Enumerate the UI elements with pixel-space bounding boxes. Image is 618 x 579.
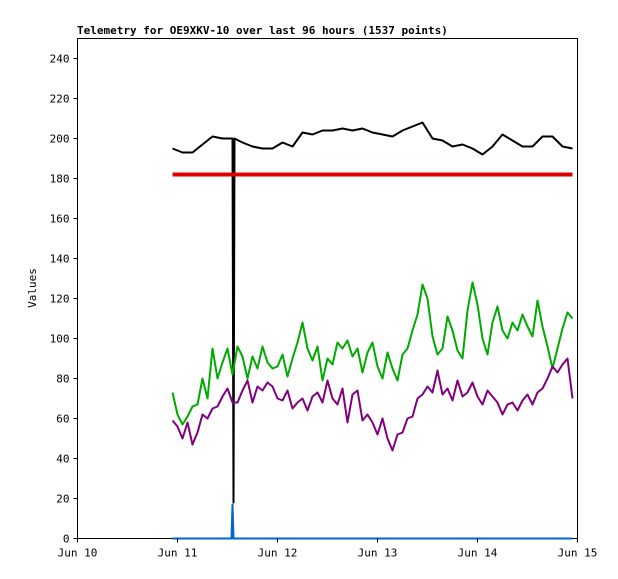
y-tick-label: 160	[50, 213, 70, 226]
y-tick-label: 100	[50, 333, 70, 346]
x-tick-label: Jun 13	[358, 547, 398, 560]
y-tick-label: 80	[56, 373, 69, 386]
y-tick-label: 0	[63, 533, 70, 546]
y-tick-label: 20	[56, 493, 69, 506]
x-tick-label: Jun 14	[458, 547, 498, 560]
y-tick-label: 200	[50, 133, 70, 146]
x-tick-label: Jun 15	[558, 547, 598, 560]
series-line-black	[172, 121, 573, 504]
series-line-green	[171, 281, 574, 426]
y-tick-label: 40	[56, 453, 69, 466]
series-layer	[171, 121, 574, 540]
y-tick-label: 240	[50, 53, 70, 66]
series-line-blue	[172, 503, 573, 540]
chart-title: Telemetry for OE9XKV-10 over last 96 hou…	[77, 24, 448, 37]
y-axis-label: Values	[26, 268, 39, 308]
x-axis-ticks: Jun 10 Jun 11 Jun 12 Jun 13 Jun 14 Jun 15	[58, 538, 598, 560]
x-tick-label: Jun 10	[58, 547, 98, 560]
series-line-purple	[171, 357, 574, 452]
y-tick-label: 60	[56, 413, 69, 426]
plot-area	[77, 38, 578, 539]
y-tick-label: 140	[50, 253, 70, 266]
y-tick-label: 120	[50, 293, 70, 306]
x-tick-label: Jun 11	[158, 547, 198, 560]
x-tick-label: Jun 12	[258, 547, 298, 560]
y-axis-ticks: 0 20 40 60 80 100 120 140 160 180 200 220 240	[50, 53, 78, 546]
y-tick-label: 220	[50, 93, 70, 106]
y-tick-label: 180	[50, 173, 70, 186]
